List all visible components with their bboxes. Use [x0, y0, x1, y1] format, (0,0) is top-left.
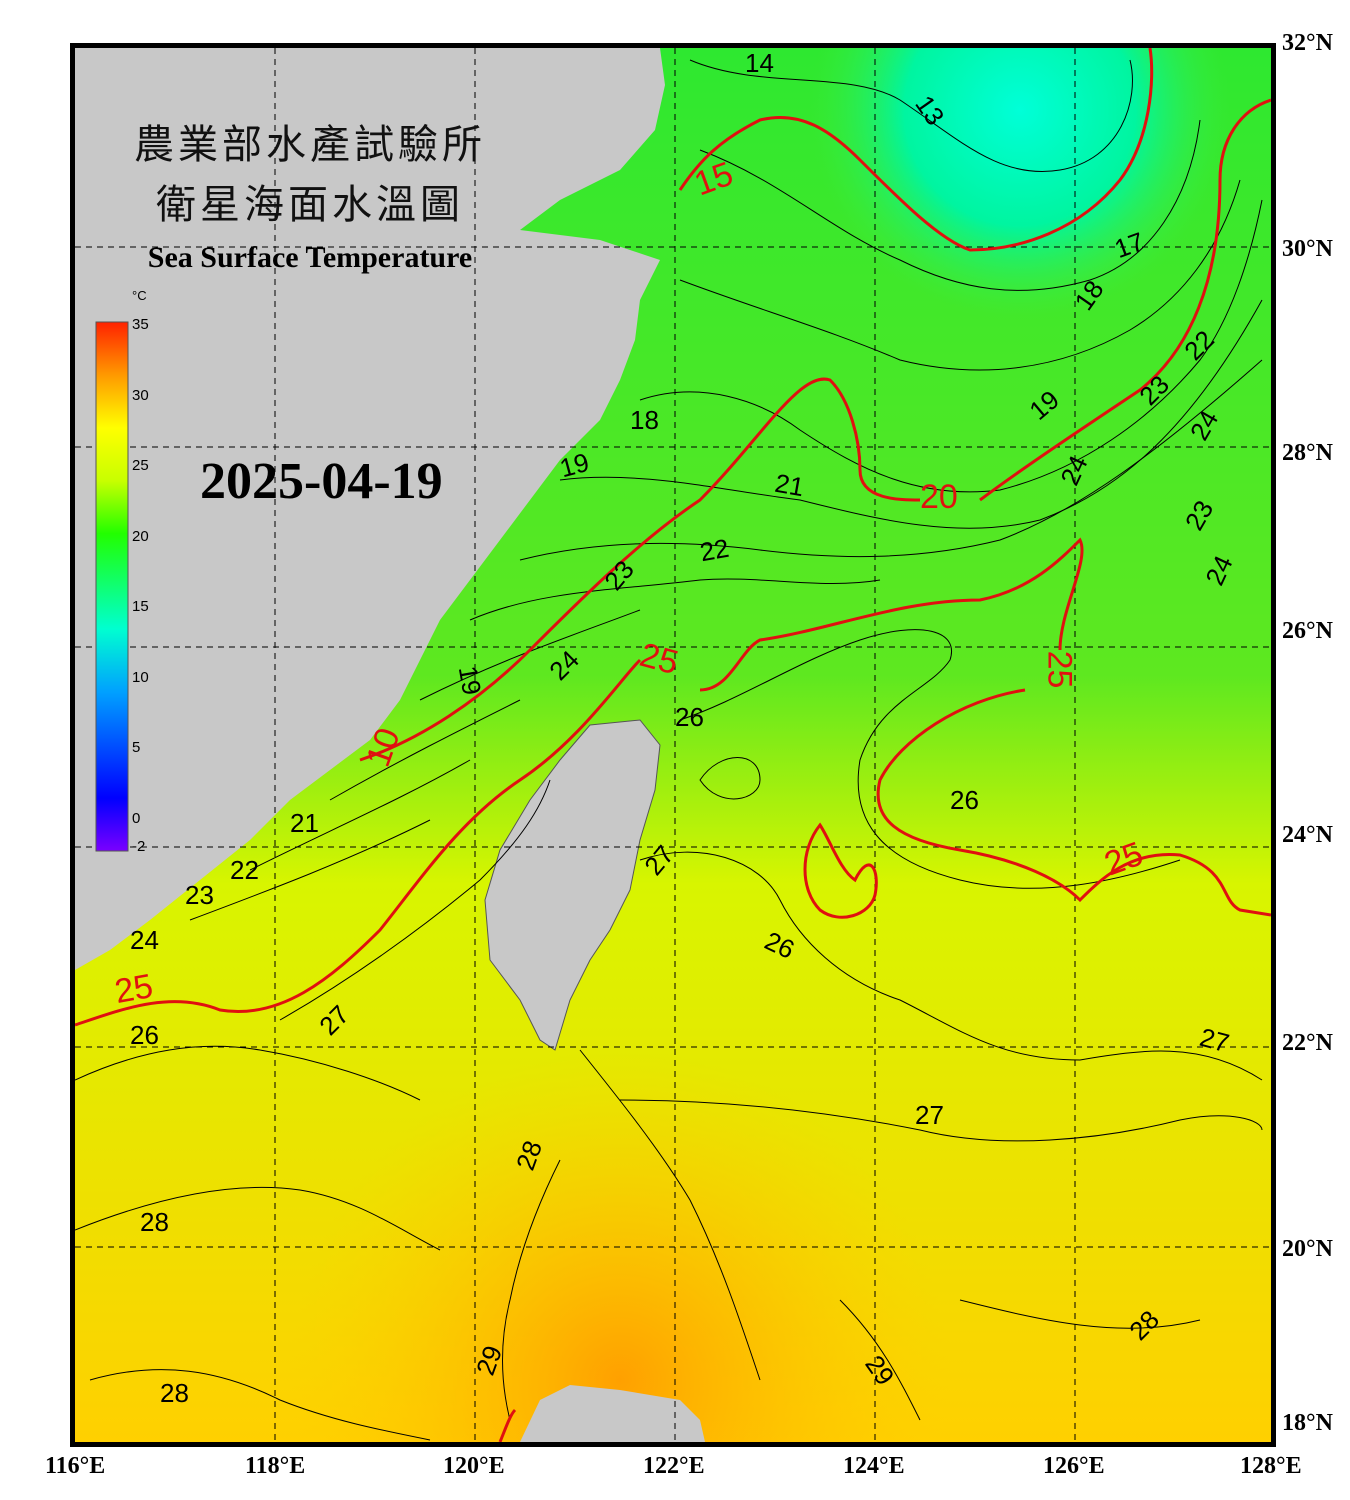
longitude-label: 118°E: [245, 1453, 306, 1479]
mainland-china: [75, 48, 665, 970]
taiwan: [484, 719, 661, 1051]
colorbar-tick-label: 35: [132, 316, 149, 333]
longitude-label: 116°E: [45, 1453, 106, 1479]
colorbar-tick-label: 25: [132, 457, 149, 475]
colorbar-tick-label: 5: [132, 739, 141, 757]
contour-label: 21: [772, 467, 807, 503]
contour-label: 28: [140, 1207, 169, 1237]
isotherms-black: [75, 59, 1263, 1441]
colorbar: [95, 321, 129, 852]
title-cn-line1: 農業部水產試驗所: [134, 122, 486, 168]
luzon: [520, 1385, 705, 1442]
contour-label-major: 20: [920, 478, 958, 516]
colorbar-tick-label: 10: [132, 668, 149, 686]
latitude-label: 24°N: [1282, 822, 1333, 848]
contour-label: 18: [630, 405, 659, 435]
colorbar-unit: °C: [132, 288, 147, 303]
longitude-label: 124°E: [843, 1453, 905, 1479]
contour-label-major: 25: [111, 967, 156, 1012]
latitude-label: 30°N: [1282, 236, 1333, 262]
colorbar-tick-label: 0: [132, 809, 141, 827]
contour-label: 27: [915, 1100, 944, 1130]
graticule: [75, 48, 1271, 1442]
latitude-label: 26°N: [1282, 618, 1333, 644]
title-block: 農業部水產試驗所 衛星海面水溫圖 Sea Surface Temperature: [100, 115, 520, 275]
contour-label: 24: [130, 925, 159, 955]
contour-label: 22: [697, 532, 732, 568]
latitude-label: 22°N: [1282, 1030, 1333, 1056]
title-cn-line2: 衛星海面水溫圖: [156, 182, 464, 228]
longitude-label: 120°E: [443, 1453, 505, 1479]
contour-label-major: 25: [1040, 650, 1079, 689]
contour-label: 22: [230, 855, 259, 885]
contour-label: 26: [130, 1020, 159, 1050]
contour-label: 21: [290, 808, 319, 838]
contour-label: 26: [950, 785, 979, 815]
contour-label: 28: [160, 1378, 189, 1408]
date-label: 2025-04-19: [200, 453, 443, 510]
colorbar-tick-label: 15: [132, 598, 149, 616]
longitude-label: 122°E: [643, 1453, 705, 1479]
title-en: Sea Surface Temperature: [147, 241, 473, 274]
colorbar-tick-label: -2: [132, 838, 146, 855]
longitude-label: 126°E: [1043, 1453, 1105, 1479]
contour-label: 19: [452, 663, 488, 698]
colorbar-tick-label: 30: [132, 386, 149, 404]
latitude-label: 20°N: [1282, 1236, 1333, 1262]
contour-label: 14: [745, 48, 774, 78]
longitude-label: 128°E: [1240, 1453, 1302, 1479]
colorbar-tick-label: 20: [132, 527, 149, 545]
latitude-label: 18°N: [1282, 1410, 1333, 1436]
latitude-label: 28°N: [1282, 440, 1333, 466]
isotherms-red: [75, 48, 1271, 1442]
contour-label: 23: [185, 880, 214, 910]
contour-label: 26: [675, 702, 704, 732]
latitude-label: 32°N: [1282, 30, 1333, 56]
